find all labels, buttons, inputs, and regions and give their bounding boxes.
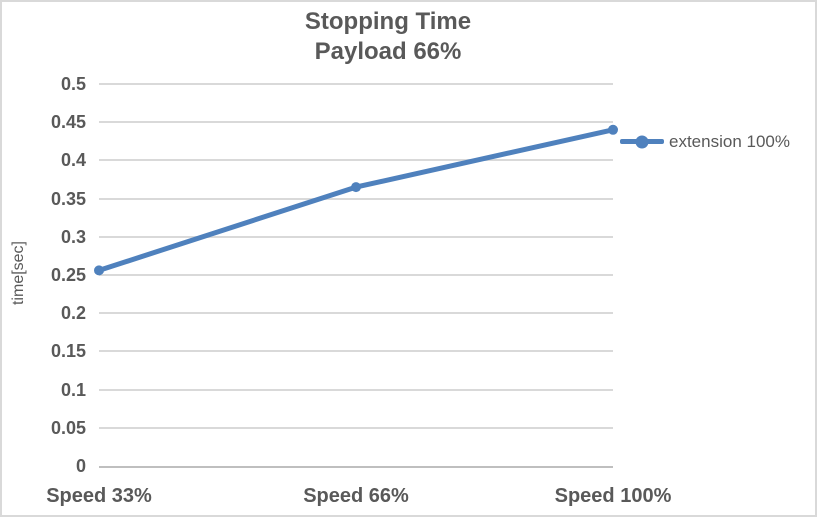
- gridline: [99, 159, 613, 161]
- gridline: [99, 236, 613, 238]
- legend: extension 100%: [620, 131, 790, 152]
- x-axis-category-label: Speed 66%: [303, 485, 409, 507]
- gridline: [99, 274, 613, 276]
- x-axis-category-label: Speed 33%: [46, 485, 152, 507]
- y-axis-tick-label: 0.1: [60, 380, 86, 400]
- y-axis-tick-label: 0.2: [60, 303, 86, 323]
- chart-title: Stopping Time Payload 66%: [2, 7, 774, 67]
- y-axis-tick-label: 0.3: [60, 227, 86, 247]
- series-line-chart: [94, 124, 618, 276]
- plot-area: [94, 83, 618, 468]
- y-axis-tick-label: 0.05: [50, 418, 86, 438]
- legend-label: extension 100%: [669, 131, 790, 151]
- data-point-marker: [351, 182, 361, 193]
- gridline: [99, 427, 613, 429]
- legend-line-marker-icon: [620, 135, 664, 148]
- gridline: [99, 198, 613, 200]
- gridline: [99, 350, 613, 352]
- gridline: [99, 121, 613, 123]
- y-axis-tick-label: 0.4: [60, 150, 86, 170]
- gridline: [99, 389, 613, 391]
- y-axis-tick-label: 0: [75, 456, 86, 476]
- x-axis-category-label: Speed 100%: [554, 485, 672, 507]
- y-axis-tick-label: 0.15: [50, 341, 86, 361]
- data-point-marker: [94, 265, 104, 276]
- y-axis-tick-label: 0.25: [50, 265, 86, 285]
- gridline: [99, 83, 613, 85]
- y-axis-tick-label: 0.5: [60, 74, 86, 94]
- gridline: [99, 312, 613, 314]
- y-axis-tick-label: 0.35: [50, 189, 86, 209]
- data-point-marker: [608, 124, 618, 135]
- series-line: [96, 127, 616, 273]
- chart-title-line2: Payload 66%: [314, 38, 462, 65]
- chart-title-line1: Stopping Time: [304, 8, 472, 35]
- legend-dot-marker-icon: [635, 135, 649, 148]
- y-axis-tick-label: 0.45: [50, 112, 86, 132]
